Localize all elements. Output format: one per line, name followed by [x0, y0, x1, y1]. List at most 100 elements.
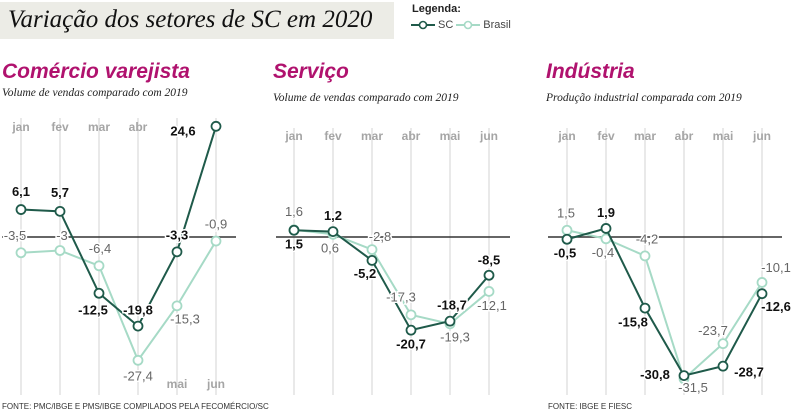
brasil-data-point [639, 250, 651, 262]
sc-data-point [405, 324, 417, 336]
page-title: Variação dos setores de SC em 2020 [8, 6, 373, 33]
month-label: abr [402, 129, 421, 143]
sc-data-point [678, 370, 690, 382]
brasil-series-line [566, 229, 763, 381]
brasil-data-label: -0,4 [592, 245, 614, 260]
legend-sc: SC [438, 19, 454, 31]
sc-data-label: -8,5 [478, 253, 500, 268]
month-label: jan [284, 129, 302, 143]
legend-title: Legenda: [412, 3, 461, 15]
panel-title-industria: Indústria [546, 60, 635, 83]
brasil-data-label: -19,3 [440, 329, 470, 344]
month-label: jun [479, 129, 498, 143]
month-label: mai [440, 129, 461, 143]
sc-data-label: -12,5 [78, 303, 108, 318]
brasil-data-label: 0,6 [321, 241, 339, 256]
brasil-data-point [405, 309, 417, 321]
sc-data-point [210, 120, 222, 132]
month-label: jun [752, 129, 771, 143]
sc-data-label: -3,3 [166, 227, 188, 242]
sc-line-icon [411, 20, 435, 30]
sc-data-label: -30,8 [640, 367, 670, 382]
brasil-data-label: 1,6 [285, 204, 303, 219]
month-label: abr [129, 120, 148, 134]
panel-title-servico: Serviço [273, 60, 349, 83]
sc-data-label: -5,2 [354, 266, 376, 281]
sc-data-label: 1,9 [597, 205, 615, 220]
brasil-data-point [171, 300, 183, 312]
brasil-series-line [293, 228, 490, 325]
sc-series-line [293, 229, 490, 332]
brasil-data-point [93, 260, 105, 272]
month-label: mar [88, 120, 110, 134]
sc-data-point [756, 288, 768, 300]
sc-data-point [483, 269, 495, 281]
brasil-data-label: -4,2 [636, 231, 658, 246]
sc-series-line [20, 126, 217, 328]
brasil-line-icon [456, 20, 481, 30]
source-industria: FONTE: IBGE E FIESC [548, 402, 633, 411]
brasil-data-label: -27,4 [123, 369, 153, 384]
brasil-data-label: -6,4 [89, 241, 111, 256]
panel-subtitle-servico: Volume de vendas comparado com 2019 [273, 92, 459, 104]
brasil-data-point [756, 277, 768, 288]
sc-data-label: 24,6 [170, 124, 195, 139]
brasil-data-label: -3,5 [4, 228, 26, 243]
brasil-data-label: -15,3 [170, 311, 200, 326]
brasil-data-label: -10,1 [761, 260, 791, 275]
brasil-data-point [15, 247, 27, 259]
title-box: Variação dos setores de SC em 2020 [0, 2, 394, 39]
brasil-data-label: -17,3 [386, 289, 416, 304]
sc-data-point [171, 246, 183, 258]
source-comercio: FONTE: PMC/IBGE E PMS/IBGE COMPILADOS PE… [2, 402, 269, 411]
brasil-data-point [54, 245, 66, 256]
sc-data-point [54, 205, 66, 217]
brasil-data-label: -23,7 [698, 323, 728, 338]
sc-data-label: -18,7 [437, 298, 467, 313]
month-label: fev [324, 129, 342, 143]
sc-data-point [600, 223, 612, 234]
brasil-data-point [210, 235, 222, 247]
month-label: mar [634, 129, 656, 143]
sc-data-point [639, 302, 651, 314]
brasil-series-line [20, 240, 217, 363]
brasil-data-point [132, 354, 144, 366]
sc-data-point [15, 204, 27, 215]
month-label: mai [713, 129, 734, 143]
panel-title-comercio: Comércio varejista [2, 60, 190, 83]
brasil-data-point [561, 224, 573, 236]
month-label: abr [675, 129, 694, 143]
month-label: jan [557, 129, 575, 143]
legend-brasil: Brasil [483, 19, 511, 31]
sc-data-label: -15,8 [618, 315, 648, 330]
sc-data-label: 1,2 [324, 208, 342, 223]
brasil-data-label: -31,5 [678, 380, 708, 395]
brasil-data-point [483, 286, 495, 297]
month-label: mar [361, 129, 383, 143]
month-label: mai [167, 377, 188, 391]
brasil-data-label: 1,5 [557, 206, 575, 221]
month-label: fev [51, 120, 69, 134]
sc-data-point [366, 254, 378, 266]
panel-subtitle-comercio: Volume de vendas comparado com 2019 [2, 87, 188, 99]
sc-data-label: -19,8 [123, 303, 153, 318]
sc-data-point [288, 224, 300, 236]
brasil-data-label: -0,9 [205, 216, 227, 231]
brasil-data-point [366, 244, 378, 256]
sc-data-point [93, 287, 105, 299]
brasil-data-label: -12,1 [477, 298, 507, 313]
brasil-data-point [717, 338, 729, 350]
month-label: fev [597, 129, 615, 143]
sc-data-label: -20,7 [396, 337, 426, 352]
sc-series-line [566, 227, 763, 377]
legend: SC Brasil [411, 19, 511, 31]
sc-data-point [717, 360, 729, 372]
sc-data-label: -0,5 [554, 246, 576, 261]
sc-data-label: -28,7 [734, 365, 764, 380]
month-label: jan [11, 120, 29, 134]
sc-data-label: 6,1 [12, 184, 30, 199]
brasil-data-label: -3 [56, 228, 68, 243]
sc-data-label: 1,5 [285, 237, 303, 252]
